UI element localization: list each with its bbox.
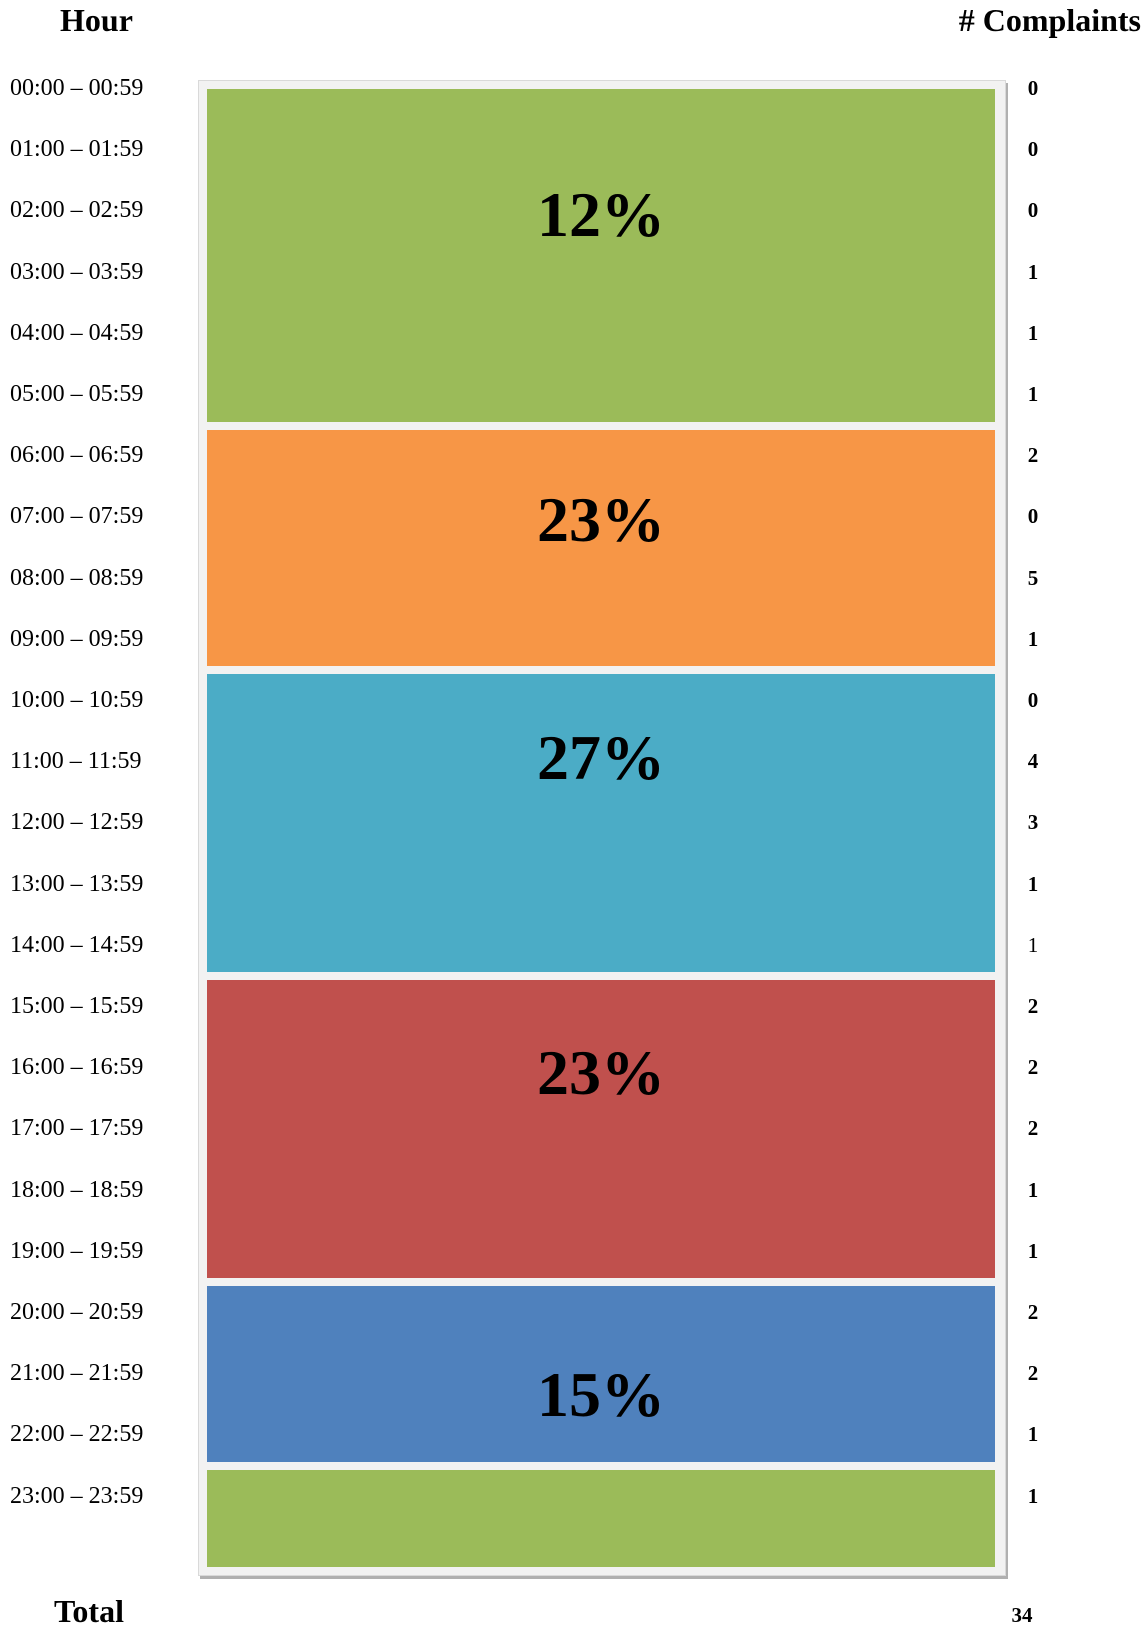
complaint-count: 0 bbox=[1027, 688, 1039, 712]
chart-band: 15% bbox=[207, 1286, 995, 1462]
chart-band: 12% bbox=[207, 89, 995, 422]
complaint-count: 2 bbox=[1027, 1361, 1039, 1386]
hour-label: 19:00 – 19:59 bbox=[10, 1237, 144, 1264]
hour-label: 13:00 – 13:59 bbox=[10, 870, 144, 897]
hour-label: 15:00 – 15:59 bbox=[10, 993, 144, 1019]
hour-label: 03:00 – 03:59 bbox=[10, 258, 144, 285]
complaint-count: 2 bbox=[1027, 994, 1039, 1018]
hour-label: 18:00 – 18:59 bbox=[10, 1176, 144, 1203]
complaint-count: 0 bbox=[1027, 76, 1039, 100]
band-percent-label: 23% bbox=[537, 1036, 665, 1108]
complaint-count: 1 bbox=[1027, 1483, 1039, 1508]
hour-label: 08:00 – 08:59 bbox=[10, 564, 144, 591]
complaint-count: 1 bbox=[1027, 871, 1039, 896]
chart-band bbox=[207, 1470, 995, 1567]
hour-label: 02:00 – 02:59 bbox=[10, 197, 144, 224]
hour-label: 12:00 – 12:59 bbox=[10, 809, 144, 836]
band-percent-label: 27% bbox=[537, 721, 665, 793]
hour-label: 00:00 – 00:59 bbox=[10, 75, 144, 101]
hour-label: 05:00 – 05:59 bbox=[10, 381, 144, 407]
hour-label: 22:00 – 22:59 bbox=[10, 1421, 144, 1448]
total-label: Total bbox=[54, 1593, 124, 1629]
complaints-column-header: # Complaints bbox=[958, 2, 1141, 38]
band-percent-label: 15% bbox=[537, 1359, 665, 1431]
hour-label: 01:00 – 01:59 bbox=[10, 136, 144, 163]
chart-band: 23% bbox=[207, 429, 995, 667]
complaint-count: 1 bbox=[1027, 320, 1039, 345]
complaint-count: 1 bbox=[1027, 259, 1039, 284]
band-percent-label: 12% bbox=[537, 179, 665, 251]
complaint-count: 1 bbox=[1027, 626, 1039, 651]
hour-label: 23:00 – 23:59 bbox=[10, 1482, 144, 1509]
hour-label: 17:00 – 17:59 bbox=[10, 1115, 144, 1142]
hour-column-header: Hour bbox=[60, 2, 133, 38]
hour-label: 11:00 – 11:59 bbox=[10, 748, 142, 775]
hour-label: 14:00 – 14:59 bbox=[10, 931, 144, 958]
complaint-count: 2 bbox=[1027, 443, 1039, 468]
hour-label: 09:00 – 09:59 bbox=[10, 625, 144, 652]
stacked-band-chart: 12% 23% 27% 23% 15% bbox=[198, 80, 1006, 1576]
complaint-count: 2 bbox=[1027, 1055, 1039, 1080]
chart-band: 23% bbox=[207, 980, 995, 1279]
hour-label: 07:00 – 07:59 bbox=[10, 503, 144, 530]
complaint-count: 0 bbox=[1027, 504, 1039, 529]
hour-label: 20:00 – 20:59 bbox=[10, 1299, 144, 1325]
hour-label: 16:00 – 16:59 bbox=[10, 1054, 144, 1081]
complaint-count: 2 bbox=[1027, 1300, 1039, 1324]
hour-label: 06:00 – 06:59 bbox=[10, 442, 144, 469]
hour-label: 10:00 – 10:59 bbox=[10, 687, 144, 713]
complaint-count: 0 bbox=[1027, 137, 1039, 162]
complaint-count: 5 bbox=[1027, 565, 1039, 590]
complaint-count: 1 bbox=[1027, 1177, 1039, 1202]
complaint-count: 0 bbox=[1027, 198, 1039, 223]
complaint-count: 1 bbox=[1027, 382, 1039, 406]
complaint-count: 4 bbox=[1027, 749, 1039, 774]
complaint-count: 2 bbox=[1027, 1116, 1039, 1141]
complaint-count: 1 bbox=[1027, 932, 1039, 957]
complaint-count: 1 bbox=[1027, 1238, 1039, 1263]
complaint-count: 3 bbox=[1027, 810, 1039, 835]
complaint-count: 1 bbox=[1027, 1422, 1039, 1447]
total-value: 34 bbox=[1011, 1603, 1033, 1627]
hour-label: 04:00 – 04:59 bbox=[10, 319, 144, 346]
hour-label: 21:00 – 21:59 bbox=[10, 1360, 144, 1387]
chart-band: 27% bbox=[207, 674, 995, 973]
band-percent-label: 23% bbox=[537, 483, 665, 555]
